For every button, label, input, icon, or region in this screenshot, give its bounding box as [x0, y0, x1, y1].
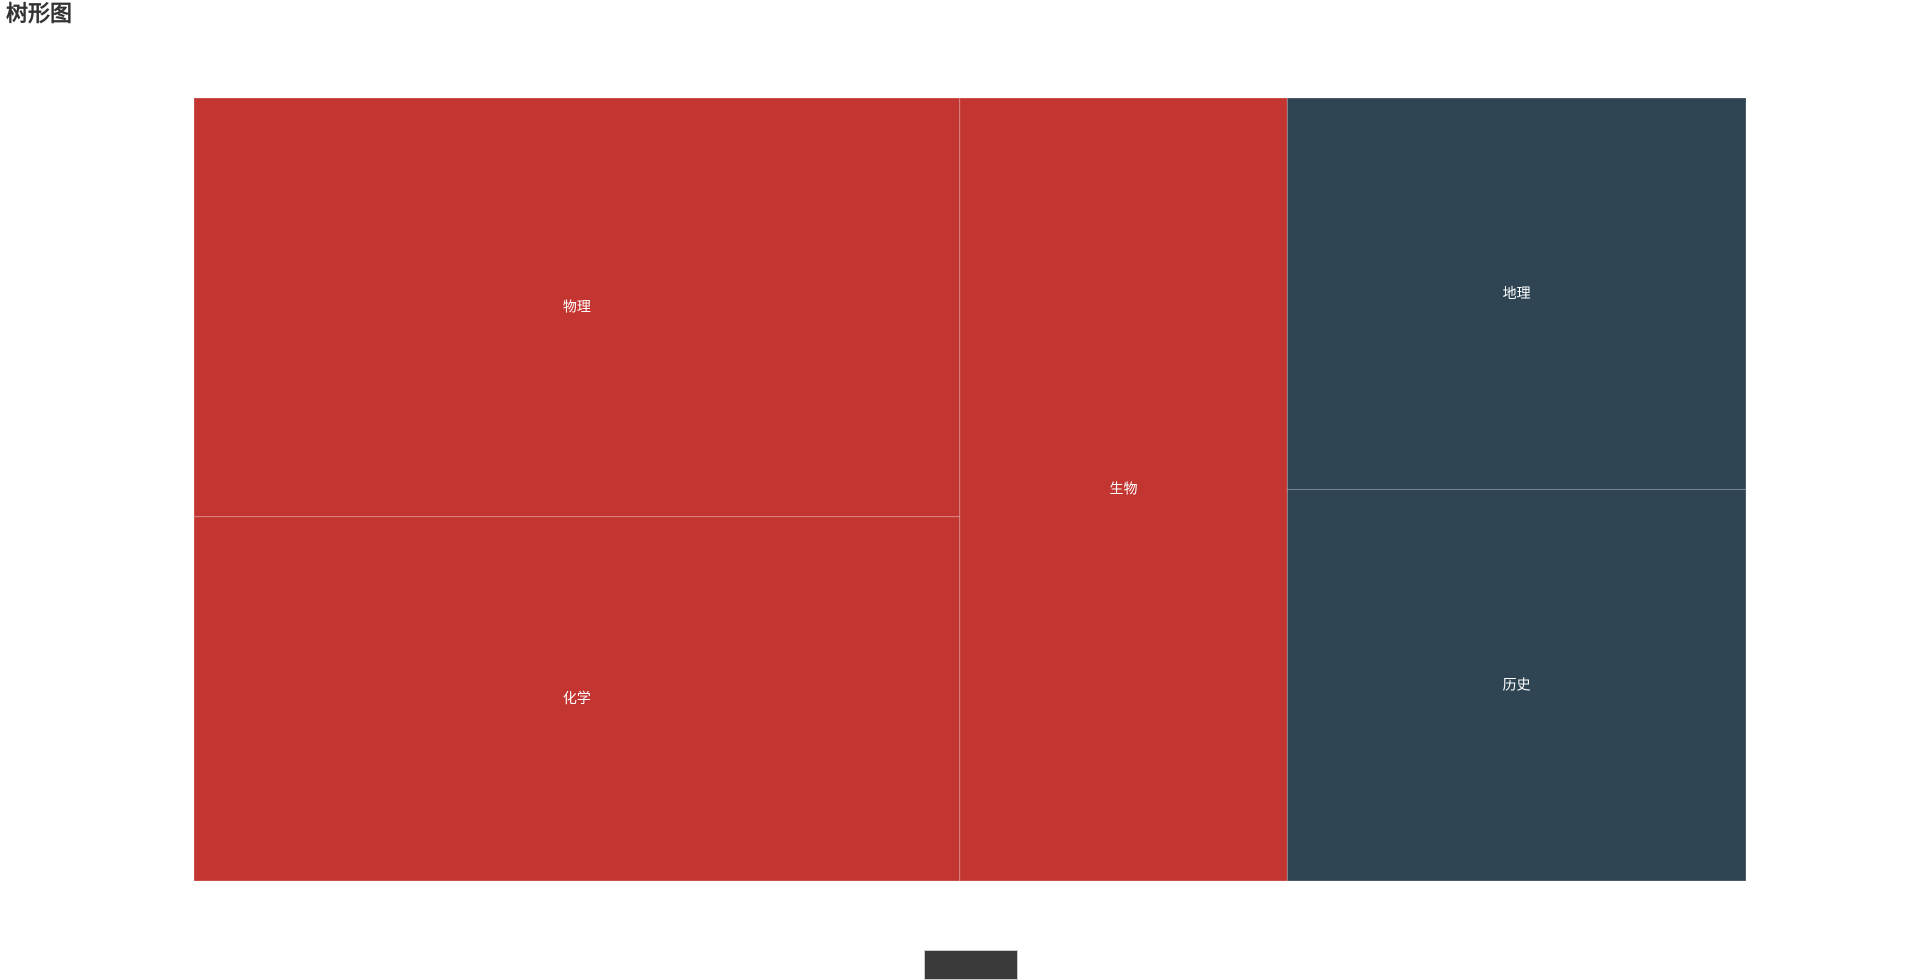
- treemap-label: 历史: [1503, 677, 1531, 693]
- treemap-label: 化学: [563, 691, 591, 707]
- treemap-label: 物理: [563, 299, 591, 315]
- treemap-cell-化学[interactable]: [193, 516, 961, 882]
- treemap-cell-地理[interactable]: [1286, 97, 1747, 490]
- treemap-cell-物理[interactable]: [193, 97, 961, 518]
- treemap-breadcrumb-root[interactable]: [924, 950, 1018, 980]
- page-title: 树形图: [6, 2, 73, 27]
- treemap-cell-历史[interactable]: [1286, 489, 1747, 882]
- treemap-label: 地理: [1503, 286, 1531, 302]
- treemap-label: 生物: [1110, 482, 1138, 498]
- treemap-cell-生物[interactable]: [959, 97, 1288, 882]
